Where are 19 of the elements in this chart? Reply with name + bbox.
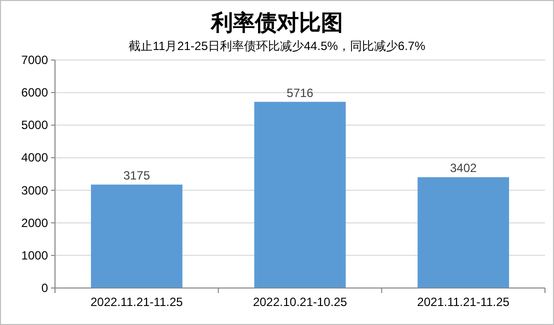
bar (90, 184, 182, 288)
y-tick-label: 3000 (21, 183, 48, 198)
y-tick-label: 5000 (21, 118, 48, 132)
data-label: 3175 (123, 168, 150, 183)
y-tick-label: 1000 (21, 248, 48, 262)
y-tick-label: 4000 (21, 150, 48, 165)
bar (254, 102, 346, 288)
chart-title: 利率债对比图 (210, 10, 343, 35)
data-label: 3402 (450, 161, 478, 176)
x-tick-label: 2022.10.21-10.25 (252, 295, 348, 309)
chart-subtitle: 截止11月21-25日利率债环比减少44.5%，同比减少6.7% (128, 39, 426, 53)
y-tick-label: 0 (41, 281, 48, 295)
data-label: 5716 (286, 86, 314, 100)
bar (418, 177, 510, 288)
y-tick-label: 2000 (21, 216, 48, 230)
x-tick-label: 2022.11.21-11.25 (90, 295, 184, 309)
x-tick-label: 2021.11.21-11.25 (417, 295, 510, 309)
y-tick-label: 6000 (21, 86, 48, 100)
y-tick-label: 7000 (21, 53, 48, 67)
